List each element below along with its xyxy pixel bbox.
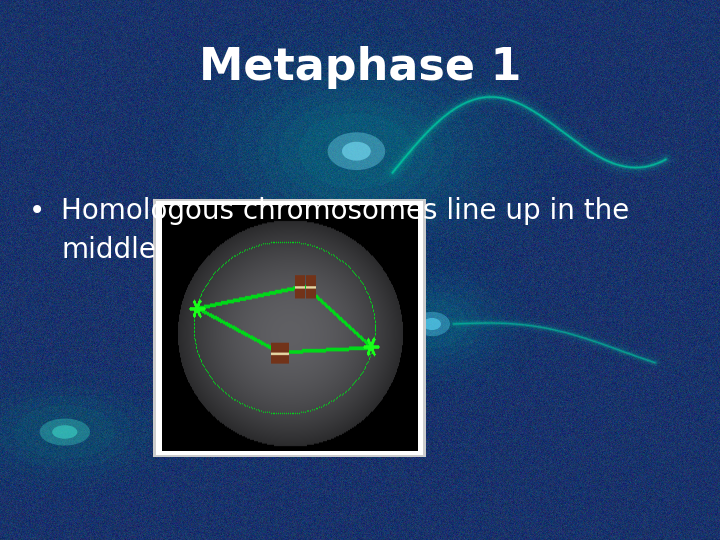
Ellipse shape [328,132,385,170]
Ellipse shape [0,395,133,468]
Ellipse shape [299,113,414,189]
Ellipse shape [279,100,434,202]
Ellipse shape [396,300,468,348]
Text: Metaphase 1: Metaphase 1 [199,46,521,89]
Ellipse shape [40,418,90,445]
Ellipse shape [414,312,450,336]
Ellipse shape [14,405,115,459]
Ellipse shape [52,426,78,438]
Text: Homologous chromosomes line up in the
middle: Homologous chromosomes line up in the mi… [61,197,629,264]
Ellipse shape [423,318,441,330]
Bar [153,199,426,457]
Text: •: • [29,197,45,225]
Ellipse shape [258,87,454,215]
Ellipse shape [342,141,371,160]
Bar [156,201,423,455]
Bar [162,205,418,451]
Ellipse shape [383,291,481,357]
